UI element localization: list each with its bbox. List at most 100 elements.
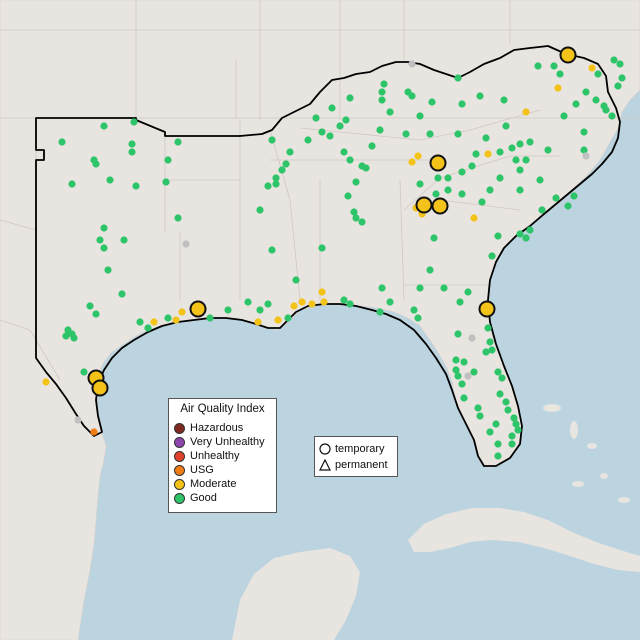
good-station-marker[interactable] [346,94,354,102]
good-station-marker[interactable] [136,318,144,326]
good-station-marker[interactable] [120,236,128,244]
moderate-station-marker[interactable] [298,298,306,306]
no-data-station-marker[interactable] [74,416,82,424]
good-station-marker[interactable] [564,202,572,210]
good-station-marker[interactable] [580,128,588,136]
good-station-marker[interactable] [570,192,578,200]
good-station-marker[interactable] [454,74,462,82]
good-station-marker[interactable] [352,178,360,186]
good-station-marker[interactable] [376,308,384,316]
good-station-marker[interactable] [556,70,564,78]
good-station-marker[interactable] [592,96,600,104]
good-station-marker[interactable] [616,60,624,68]
good-station-marker[interactable] [486,338,494,346]
good-station-marker[interactable] [434,174,442,182]
good-station-marker[interactable] [618,74,626,82]
good-station-marker[interactable] [510,414,518,422]
good-station-marker[interactable] [560,112,568,120]
good-station-marker[interactable] [380,80,388,88]
good-station-marker[interactable] [476,412,484,420]
good-station-marker[interactable] [534,62,542,70]
good-station-marker[interactable] [378,96,386,104]
good-station-marker[interactable] [498,374,506,382]
good-station-marker[interactable] [328,104,336,112]
good-station-marker[interactable] [350,208,358,216]
moderate-temporary-site-marker[interactable] [189,300,207,318]
good-station-marker[interactable] [318,244,326,252]
moderate-station-marker[interactable] [172,316,180,324]
good-station-marker[interactable] [104,266,112,274]
good-station-marker[interactable] [376,126,384,134]
good-station-marker[interactable] [162,178,170,186]
good-station-marker[interactable] [164,156,172,164]
good-station-marker[interactable] [402,130,410,138]
moderate-station-marker[interactable] [254,318,262,326]
good-station-marker[interactable] [608,112,616,120]
good-station-marker[interactable] [80,368,88,376]
good-station-marker[interactable] [610,56,618,64]
good-station-marker[interactable] [92,160,100,168]
good-station-marker[interactable] [522,234,530,242]
moderate-station-marker[interactable] [588,64,596,72]
good-station-marker[interactable] [96,236,104,244]
good-station-marker[interactable] [426,266,434,274]
good-station-marker[interactable] [86,302,94,310]
good-station-marker[interactable] [336,122,344,130]
good-station-marker[interactable] [572,100,580,108]
good-station-marker[interactable] [594,70,602,78]
good-station-marker[interactable] [516,186,524,194]
moderate-station-marker[interactable] [554,84,562,92]
good-station-marker[interactable] [452,356,460,364]
good-station-marker[interactable] [476,92,484,100]
good-station-marker[interactable] [488,252,496,260]
good-station-marker[interactable] [268,136,276,144]
usg-station-marker[interactable] [90,428,98,436]
good-station-marker[interactable] [100,224,108,232]
good-station-marker[interactable] [580,146,588,154]
good-station-marker[interactable] [486,186,494,194]
good-station-marker[interactable] [454,130,462,138]
good-station-marker[interactable] [478,198,486,206]
good-station-marker[interactable] [206,314,214,322]
good-station-marker[interactable] [100,244,108,252]
good-station-marker[interactable] [482,134,490,142]
good-station-marker[interactable] [378,284,386,292]
good-station-marker[interactable] [68,180,76,188]
good-station-marker[interactable] [494,368,502,376]
good-station-marker[interactable] [454,372,462,380]
good-station-marker[interactable] [458,100,466,108]
good-station-marker[interactable] [430,234,438,242]
good-station-marker[interactable] [410,306,418,314]
moderate-station-marker[interactable] [178,308,186,316]
good-station-marker[interactable] [614,82,622,90]
good-station-marker[interactable] [468,162,476,170]
moderate-temporary-site-marker[interactable] [478,300,496,318]
good-station-marker[interactable] [428,98,436,106]
moderate-station-marker[interactable] [408,158,416,166]
good-station-marker[interactable] [326,132,334,140]
good-station-marker[interactable] [512,420,520,428]
good-station-marker[interactable] [440,284,448,292]
good-station-marker[interactable] [62,332,70,340]
moderate-station-marker[interactable] [522,108,530,116]
good-station-marker[interactable] [426,130,434,138]
good-station-marker[interactable] [100,122,108,130]
good-station-marker[interactable] [500,96,508,104]
good-station-marker[interactable] [458,190,466,198]
good-station-marker[interactable] [494,452,502,460]
good-station-marker[interactable] [386,298,394,306]
good-station-marker[interactable] [472,150,480,158]
good-station-marker[interactable] [414,314,422,322]
good-station-marker[interactable] [444,174,452,182]
good-station-marker[interactable] [128,140,136,148]
good-station-marker[interactable] [318,128,326,136]
good-station-marker[interactable] [340,148,348,156]
good-station-marker[interactable] [514,426,522,434]
good-station-marker[interactable] [416,112,424,120]
good-station-marker[interactable] [282,160,290,168]
good-station-marker[interactable] [516,230,524,238]
good-station-marker[interactable] [416,284,424,292]
good-station-marker[interactable] [470,368,478,376]
good-station-marker[interactable] [352,214,360,222]
no-data-station-marker[interactable] [182,240,190,248]
